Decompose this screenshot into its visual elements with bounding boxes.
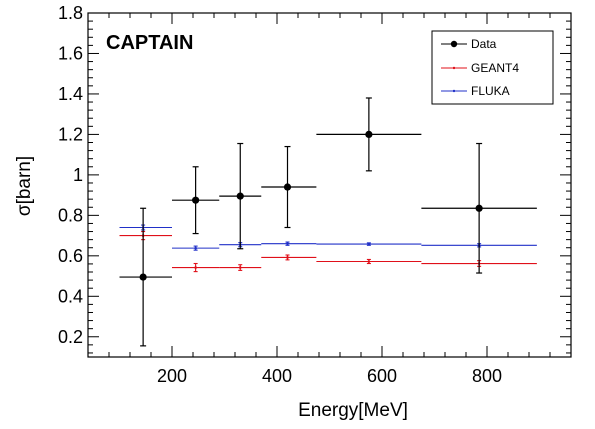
legend-marker [451,41,457,47]
y-tick-label: 1 [73,165,83,185]
point-marker [140,273,147,280]
point-marker [368,260,371,263]
point-marker [194,247,197,250]
y-tick-label: 1.6 [58,43,83,63]
y-tick-label: 1.4 [58,84,83,104]
y-tick-label: 0.2 [58,327,83,347]
point-marker [365,131,372,138]
point-marker [237,193,244,200]
legend: Data GEANT4 FLUKA [432,31,553,104]
y-tick-label: 0.6 [58,246,83,266]
y-tick-label: 1.2 [58,124,83,144]
point-marker [368,243,371,246]
point-marker [286,242,289,245]
x-tick-label: 400 [262,366,292,386]
plot-title: CAPTAIN [106,32,193,54]
point-marker [192,197,199,204]
y-tick-label: 0.4 [58,286,83,306]
y-axis-title: σ[barn] [14,156,35,216]
point-marker [239,266,242,269]
point-marker [284,183,291,190]
legend-marker [453,90,455,92]
x-axis-title: Energy[MeV] [298,400,408,421]
legend-label: FLUKA [471,84,510,98]
point-marker [476,205,483,212]
x-tick-label: 200 [157,366,187,386]
x-tick-label: 600 [367,366,397,386]
x-tick-label: 800 [472,366,502,386]
point-marker [286,256,289,259]
legend-label: GEANT4 [471,61,519,75]
y-tick-label: 0.8 [58,205,83,225]
legend-marker [453,67,455,69]
legend-label: Data [471,37,497,51]
point-marker [194,266,197,269]
y-tick-label: 1.8 [58,3,83,23]
